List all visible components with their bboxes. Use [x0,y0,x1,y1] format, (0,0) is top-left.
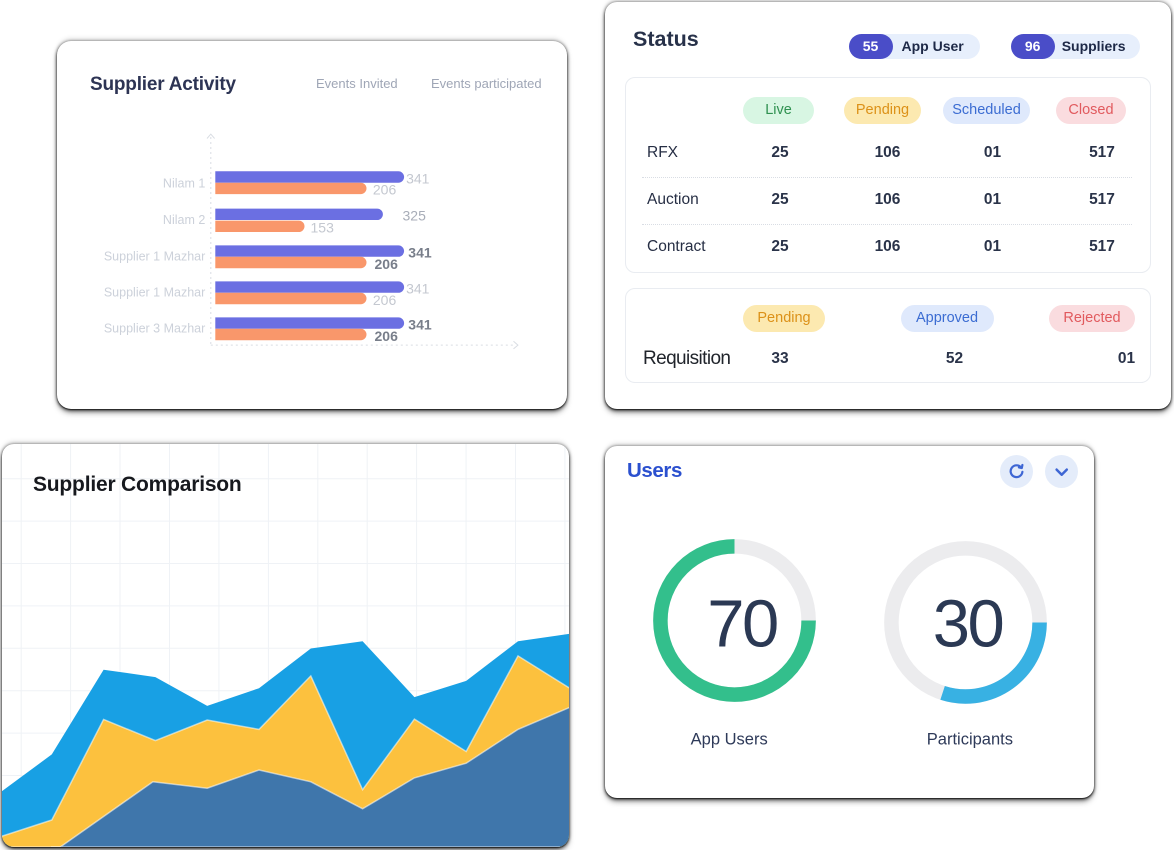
svg-text:Nilam 2: Nilam 2 [163,213,205,227]
svg-text:Supplier 1 Mazhar: Supplier 1 Mazhar [104,250,205,264]
svg-text:206: 206 [375,256,399,272]
svg-text:341: 341 [406,170,430,186]
svg-text:153: 153 [311,220,335,236]
svg-text:Nilam 1: Nilam 1 [163,176,205,190]
svg-text:206: 206 [373,182,397,198]
svg-text:325: 325 [403,208,427,224]
svg-text:341: 341 [408,244,432,260]
svg-text:Supplier 3 Mazhar: Supplier 3 Mazhar [104,322,205,336]
svg-text:341: 341 [408,316,432,332]
svg-text:206: 206 [373,292,397,308]
svg-text:Supplier 1 Mazhar: Supplier 1 Mazhar [104,286,205,300]
svg-text:206: 206 [375,328,399,344]
svg-text:341: 341 [406,280,430,296]
